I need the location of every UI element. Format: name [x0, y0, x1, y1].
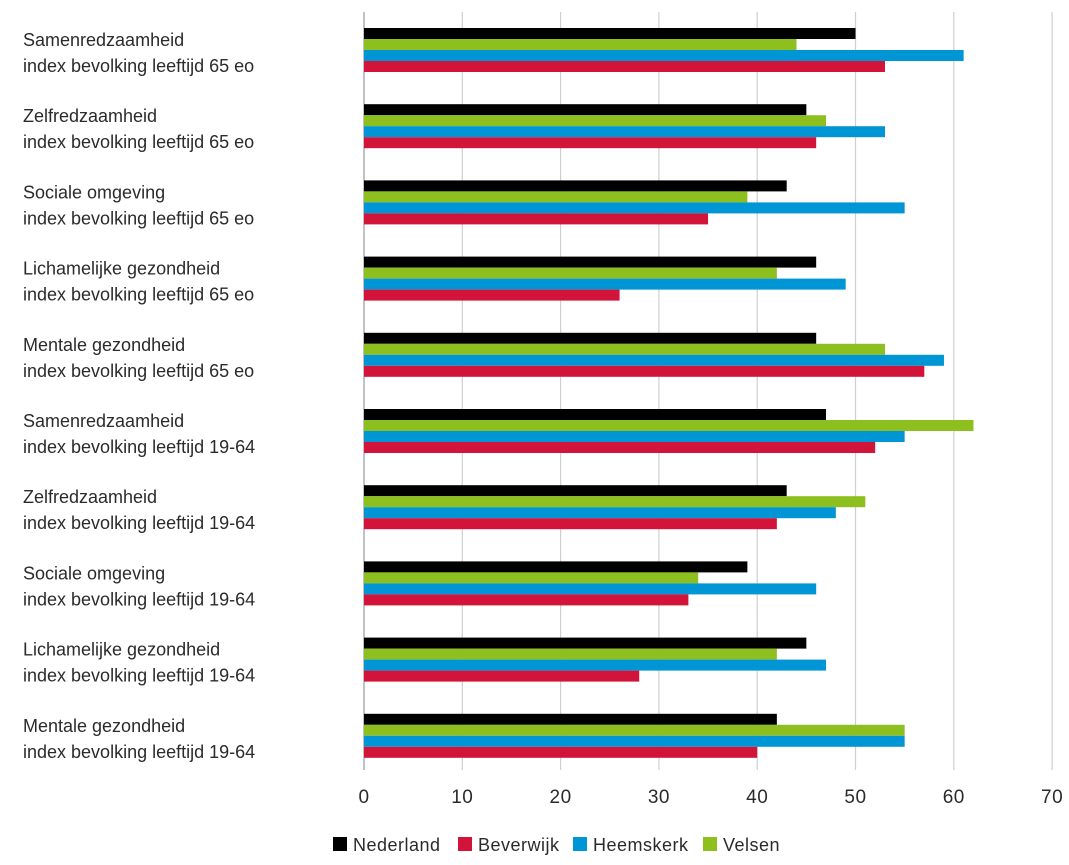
x-tick-label: 70: [1041, 787, 1063, 808]
bar-heemskerk-3: [364, 278, 846, 290]
category-label: Samenredzaamheid index bevolking leeftijd…: [23, 411, 255, 457]
bar-velsen-9: [364, 724, 905, 736]
bar-nederland-5: [364, 409, 827, 420]
bar-velsen-8: [364, 648, 777, 660]
legend-label-nederland: Nederland: [353, 835, 441, 855]
bar-velsen-5: [364, 420, 974, 431]
bar-heemskerk-8: [364, 659, 827, 671]
category-label-title: Lichamelijke gezondheid: [23, 640, 220, 660]
legend-label-velsen: Velsen: [723, 835, 780, 855]
bar-velsen-0: [364, 39, 797, 50]
category-label-subtitle: index bevolking leeftijd 65 eo: [23, 285, 254, 305]
bar-velsen-6: [364, 496, 866, 508]
x-tick-label: 50: [844, 787, 866, 808]
category-label-subtitle: index bevolking leeftijd 19-64: [23, 742, 255, 762]
category-label: Sociale omgeving index bevolking leeftijd…: [23, 563, 255, 609]
legend-swatch-heemskerk: [573, 837, 587, 851]
bar-beverwijk-2: [364, 213, 709, 225]
category-label: Samenredzaamheid index bevolking leeftijd…: [23, 30, 254, 76]
category-label: Mentale gezondheid index bevolking leefti…: [23, 335, 254, 381]
bar-velsen-1: [364, 115, 827, 127]
bar-beverwijk-1: [364, 137, 817, 149]
bar-heemskerk-1: [364, 126, 885, 138]
bar-nederland-3: [364, 256, 817, 268]
bar-heemskerk-2: [364, 202, 905, 214]
bar-nederland-2: [364, 180, 787, 192]
category-label-subtitle: index bevolking leeftijd 19-64: [23, 513, 255, 533]
x-tick-label: 40: [746, 787, 768, 808]
bar-velsen-3: [364, 267, 777, 279]
x-tick-label: 30: [648, 787, 670, 808]
category-label-subtitle: index bevolking leeftijd 19-64: [23, 437, 255, 457]
bar-heemskerk-7: [364, 583, 817, 595]
category-label-subtitle: index bevolking leeftijd 65 eo: [23, 56, 254, 76]
legend-swatch-velsen: [703, 837, 717, 851]
bar-beverwijk-0: [364, 61, 885, 72]
x-tick-label: 0: [358, 787, 369, 808]
x-tick-label: 10: [451, 787, 473, 808]
legend-label-heemskerk: Heemskerk: [593, 835, 689, 855]
x-tick-label: 20: [550, 787, 572, 808]
bars: [364, 28, 974, 758]
bar-beverwijk-9: [364, 746, 758, 758]
bar-nederland-4: [364, 332, 817, 344]
category-label: Zelfredzaamheid index bevolking leeftijd …: [23, 106, 254, 152]
legend-swatch-beverwijk: [458, 837, 472, 851]
category-label: Lichamelijke gezondheid index bevolking l…: [23, 640, 255, 686]
bar-beverwijk-5: [364, 442, 876, 453]
category-label-title: Mentale gezondheid: [23, 716, 185, 736]
category-label: Sociale omgeving index bevolking leeftijd…: [23, 182, 254, 228]
category-label-title: Zelfredzaamheid: [23, 487, 157, 507]
category-labels: Samenredzaamheid index bevolking leeftijd…: [23, 30, 255, 762]
category-label-title: Sociale omgeving: [23, 182, 165, 202]
category-label-title: Sociale omgeving: [23, 563, 165, 583]
category-label-title: Samenredzaamheid: [23, 30, 184, 50]
category-label-subtitle: index bevolking leeftijd 19-64: [23, 666, 255, 686]
category-label: Mentale gezondheid index bevolking leefti…: [23, 716, 255, 762]
category-label-title: Mentale gezondheid: [23, 335, 185, 355]
bar-heemskerk-4: [364, 354, 944, 366]
bar-beverwijk-8: [364, 670, 640, 682]
category-label: Zelfredzaamheid index bevolking leeftijd …: [23, 487, 255, 533]
category-label-title: Lichamelijke gezondheid: [23, 259, 220, 279]
bar-beverwijk-6: [364, 518, 777, 530]
legend-swatch-nederland: [333, 837, 347, 851]
category-label: Lichamelijke gezondheid index bevolking l…: [23, 259, 254, 305]
bar-heemskerk-0: [364, 50, 964, 61]
bar-nederland-0: [364, 28, 856, 39]
x-tick-label: 60: [943, 787, 965, 808]
bar-beverwijk-3: [364, 289, 620, 301]
bar-nederland-6: [364, 485, 787, 497]
bar-nederland-1: [364, 104, 807, 116]
category-label-subtitle: index bevolking leeftijd 65 eo: [23, 361, 254, 381]
bar-nederland-7: [364, 561, 748, 573]
bar-velsen-7: [364, 572, 699, 584]
bar-beverwijk-7: [364, 594, 689, 606]
bar-beverwijk-4: [364, 365, 925, 377]
bar-heemskerk-5: [364, 431, 905, 442]
category-label-subtitle: index bevolking leeftijd 65 eo: [23, 132, 254, 152]
bar-heemskerk-9: [364, 735, 905, 747]
category-label-subtitle: index bevolking leeftijd 65 eo: [23, 208, 254, 228]
bar-nederland-9: [364, 713, 777, 725]
bar-velsen-4: [364, 343, 885, 355]
category-label-title: Samenredzaamheid: [23, 411, 184, 431]
category-label-title: Zelfredzaamheid: [23, 106, 157, 126]
bar-nederland-8: [364, 637, 807, 649]
legend: Nederland Beverwijk Heemskerk Velsen: [333, 835, 780, 855]
bar-heemskerk-6: [364, 507, 836, 519]
legend-label-beverwijk: Beverwijk: [478, 835, 560, 855]
category-label-subtitle: index bevolking leeftijd 19-64: [23, 589, 255, 609]
bar-velsen-2: [364, 191, 748, 203]
x-axis-ticks: 0 10 20 30 40 50 60 70: [358, 787, 1063, 808]
